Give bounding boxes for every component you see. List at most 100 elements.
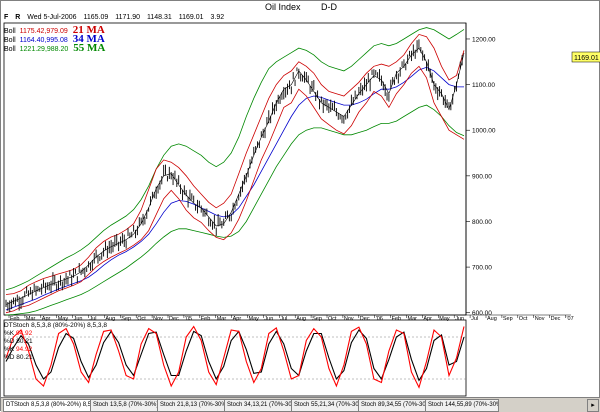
time-tick-label: Nov	[153, 316, 163, 322]
time-tick-label: Nov	[535, 316, 545, 322]
time-tick-label: Dec	[169, 316, 179, 322]
bollinger-21-upper-line	[5, 33, 465, 295]
time-tick-label: May	[249, 316, 260, 322]
time-tick-label: Oct	[519, 316, 528, 322]
bar-open: 1165.09	[83, 14, 109, 21]
bollinger-legend-34[interactable]: Boll 1164.40,995.08 34 MA	[4, 33, 105, 45]
bollinger-label: Boll	[4, 37, 16, 44]
indicator-tab-bar: DTStoch 8,5,3,8 (80%-20%) 8,5,3,8 Stoch …	[1, 397, 600, 412]
time-tick-label: Feb	[10, 316, 19, 322]
time-tick-label: Aug	[487, 316, 497, 322]
tab-stoch-13[interactable]: Stoch 13,5,8 (70%-30%)	[90, 399, 160, 412]
stoch-title[interactable]: DTStoch 8,5,3,8 (80%-20%) 8,5,3,8	[4, 322, 107, 329]
bollinger-34-mid-line	[5, 66, 464, 311]
bar-date: Wed 5-Jul-2006	[27, 14, 77, 21]
bollinger-values: 1175.42,979.09	[19, 28, 68, 35]
chart-title: Oil Index	[264, 2, 301, 12]
flag-r[interactable]: R	[15, 14, 21, 21]
bollinger-values: 1221.29,988.20	[19, 46, 69, 53]
time-tick-label: Jul	[90, 316, 97, 322]
price-close-line	[5, 47, 465, 305]
price-tick-label: 1100.00	[472, 82, 495, 89]
stoch-value: 94.92	[15, 346, 33, 353]
stoch-label: %D	[4, 338, 15, 345]
stoch-k-line	[5, 325, 465, 389]
time-tick-label: Feb	[201, 316, 210, 322]
price-tick-label: 600.00	[472, 310, 492, 317]
stoch-levels	[4, 336, 466, 380]
tab-dtstoch[interactable]: DTStoch 8,5,3,8 (80%-20%) 8,5,3,8	[3, 399, 93, 412]
ohlc-header: F R Wed 5-Jul-2006 1165.09 1171.90 1148.…	[4, 14, 229, 21]
price-tick-label: 1000.00	[472, 128, 496, 135]
stoch-legend-line: %D 80.21	[4, 354, 33, 362]
stoch-panel-frame	[3, 319, 467, 397]
tab-stoch-55[interactable]: Stoch 55,21,34 (70%-30%)	[291, 399, 361, 412]
bar-change: 3.92	[210, 14, 225, 21]
time-tick-label: Feb	[392, 316, 401, 322]
bar-close: 1169.01	[178, 14, 204, 21]
time-tick-label: Jul	[280, 316, 287, 322]
price-chart[interactable]: 1200.00 1100.00 1000.00 900.00 800.00 700.00 6…	[1, 1, 600, 397]
stoch-legend-line: %K 94.92	[4, 330, 32, 338]
bollinger-ma-label: 21 MA	[72, 24, 105, 36]
time-tick-label: Sep	[312, 316, 322, 322]
tab-stoch-89[interactable]: Stoch 89,34,55 (70%-30%)	[358, 399, 428, 412]
bollinger-ma-label: 55 MA	[73, 42, 106, 54]
tab-scroll-right-button[interactable]: ▸	[587, 399, 599, 412]
bollinger-values: 1164.40,995.08	[19, 37, 68, 44]
time-tick-label: Mar	[217, 316, 227, 322]
time-tick-label: Jun	[264, 316, 273, 322]
time-tick-label: Mar	[408, 316, 418, 322]
stoch-value: 80.21	[16, 354, 33, 361]
bollinger-legend-21[interactable]: Boll 1175.42,979.09 21 MA	[4, 24, 105, 36]
time-axis: Feb Mar Apr May Jun Jul Aug Sep Oct Nov Dec '05 Feb M…	[8, 315, 574, 322]
bollinger-21-lower-line	[5, 65, 465, 314]
time-tick-label: Jul	[471, 316, 478, 322]
time-tick-label: Sep	[121, 316, 131, 322]
price-bars	[5, 39, 465, 313]
bollinger-label: Boll	[4, 46, 16, 53]
time-tick-label: Oct	[137, 316, 146, 322]
price-tick-label: 800.00	[472, 219, 492, 226]
time-tick-label: May	[58, 316, 69, 322]
time-tick-label: Oct	[328, 316, 337, 322]
chart-period: D-D	[321, 2, 338, 12]
bar-low: 1148.31	[147, 14, 172, 21]
stoch-legend-line: %D 80.21	[4, 338, 33, 346]
time-tick-label: Dec	[551, 316, 561, 322]
last-price-tag-label: 1169.01	[574, 55, 599, 62]
stoch-value: 80.21	[16, 338, 33, 345]
price-tick-label: 1200.00	[472, 36, 496, 43]
price-tick-label: 900.00	[472, 173, 492, 180]
time-tick-label: Dec	[360, 316, 370, 322]
chart-title-bar: Oil Index D-D	[1, 2, 600, 12]
price-axis: 1200.00 1100.00 1000.00 900.00 800.00 700.00 6…	[466, 36, 496, 317]
time-tick-label: '06	[376, 316, 383, 322]
time-tick-label: Jun	[455, 316, 464, 322]
bollinger-label: Boll	[4, 28, 16, 35]
time-tick-label: Apr	[42, 316, 51, 322]
tab-stoch-21[interactable]: Stoch 21,8,13 (70%-30%)	[157, 399, 227, 412]
time-tick-label: '07	[567, 316, 574, 322]
stoch-d-line	[5, 329, 465, 382]
flag-f[interactable]: F	[4, 14, 9, 21]
time-tick-label: May	[439, 316, 450, 322]
bollinger-bands	[5, 27, 465, 316]
tab-stoch-144[interactable]: Stoch 144,55,89 (70%-30%)	[425, 399, 499, 412]
time-tick-label: Apr	[423, 316, 432, 322]
stoch-value: 94.92	[15, 330, 33, 337]
time-tick-label: '05	[185, 316, 192, 322]
bar-high: 1171.90	[115, 14, 141, 21]
bollinger-ma-label: 34 MA	[72, 33, 105, 45]
stoch-label: %K	[4, 346, 15, 353]
tab-stoch-34[interactable]: Stoch 34,13,21 (70%-30%)	[224, 399, 294, 412]
stoch-label: %D	[4, 354, 15, 361]
bollinger-legend-55[interactable]: Boll 1221.29,988.20 55 MA	[4, 42, 105, 54]
time-tick-label: Nov	[344, 316, 354, 322]
price-tick-label: 700.00	[472, 265, 492, 272]
time-tick-label: Aug	[105, 316, 115, 322]
bollinger-55-lower-line	[5, 104, 465, 316]
stoch-legend-line: %K 94.92	[4, 346, 32, 354]
last-price-tag-box	[571, 51, 600, 63]
